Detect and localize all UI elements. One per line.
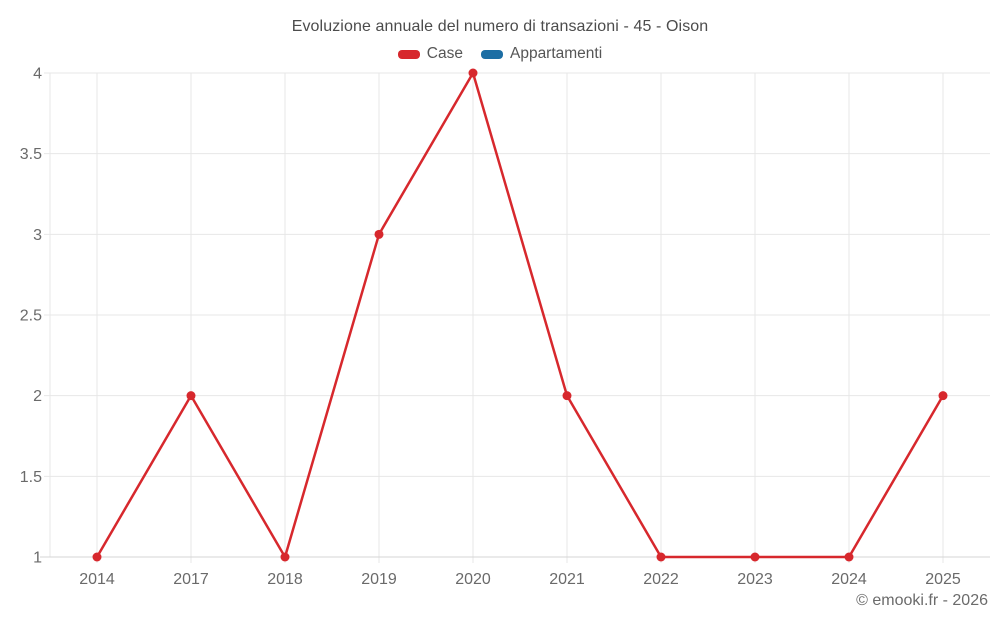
x-axis-tick-label: 2014: [79, 571, 115, 588]
x-axis-tick-label: 2019: [361, 571, 397, 588]
legend-item-appartamenti[interactable]: Appartamenti: [480, 45, 603, 63]
y-axis-tick-label: 4: [33, 66, 42, 83]
case-data-point[interactable]: [656, 552, 666, 562]
y-axis-tick-label: 1.5: [20, 469, 42, 486]
case-data-point[interactable]: [374, 229, 384, 239]
chart-title: Evoluzione annuale del numero di transaz…: [291, 18, 709, 35]
x-axis-tick-label: 2017: [173, 571, 209, 588]
x-axis-tick-label: 2024: [831, 571, 867, 588]
case-data-point[interactable]: [186, 391, 196, 401]
x-axis-tick-label: 2018: [267, 571, 303, 588]
x-axis-tick-label: 2020: [455, 571, 491, 588]
y-axis-tick-label: 2: [33, 388, 42, 405]
legend-item-case[interactable]: Case: [397, 45, 463, 63]
case-data-point[interactable]: [92, 552, 102, 562]
x-axis-tick-label: 2023: [737, 571, 773, 588]
y-axis-tick-label: 2.5: [20, 308, 42, 325]
case-series-swatch-icon: [397, 49, 420, 59]
x-axis-tick-label: 2021: [549, 571, 585, 588]
case-data-point[interactable]: [562, 391, 572, 401]
y-axis-tick-label: 3: [33, 227, 42, 244]
y-axis-tick-label: 1: [33, 550, 42, 567]
y-axis-tick-label: 3.5: [20, 146, 42, 163]
case-data-point[interactable]: [280, 552, 290, 562]
x-axis-tick-label: 2022: [643, 571, 679, 588]
legend-label-case: Case: [426, 45, 463, 62]
case-data-point[interactable]: [750, 552, 760, 562]
x-axis-tick-label: 2025: [925, 571, 961, 588]
legend-label-appartamenti: Appartamenti: [509, 45, 603, 62]
case-data-point[interactable]: [468, 68, 478, 78]
copyright-text: © emooki.fr - 2026: [856, 592, 988, 609]
case-data-point[interactable]: [844, 552, 854, 562]
case-series-line: [95, 71, 945, 559]
appartamenti-series-swatch-icon: [480, 49, 503, 59]
case-data-point[interactable]: [938, 391, 948, 401]
chart-legend: Case Appartamenti: [0, 45, 1000, 63]
